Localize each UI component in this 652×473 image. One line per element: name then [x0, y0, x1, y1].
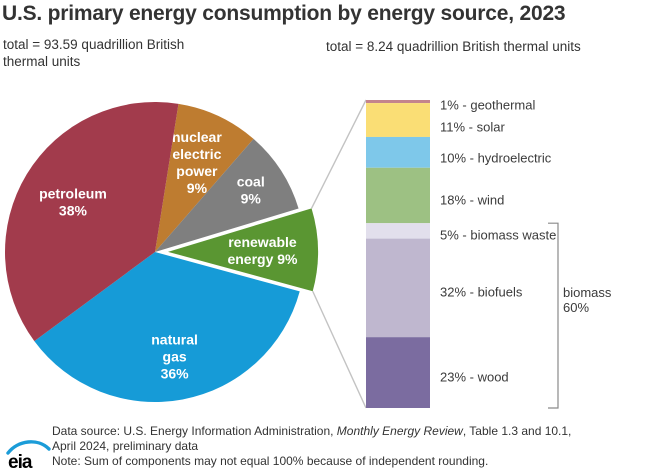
renewables-stacked-bar: 1% - geothermal 11% - solar 10% - hydroele… — [366, 98, 556, 408]
bar-segment-geothermal — [366, 100, 430, 104]
pie-total-label: total = 93.59 quadrillion British therma… — [3, 37, 185, 69]
pie-label-renewable-energy: renewable energy 9% — [227, 234, 298, 267]
page-title: U.S. primary energy consumption by energ… — [2, 2, 566, 25]
biomass-bracket — [548, 222, 559, 409]
bar-segment-biofuels — [366, 238, 430, 338]
bar-segment-wind — [366, 167, 430, 224]
pie-slice-coal — [155, 138, 299, 252]
bar-segment-hydroelectric — [366, 136, 430, 168]
pie-chart: nuclear electric power 9% coal 9% renewable ene… — [4, 102, 318, 403]
bar-segment-wood — [366, 337, 430, 408]
pie-label-nuclear-electric-power: nuclear electric power 9% — [172, 129, 222, 196]
eia-logo: eia — [6, 440, 51, 472]
data-source-line: Data source: U.S. Energy Information Adm… — [52, 424, 572, 438]
data-source-line-2: April 2024, preliminary data — [52, 439, 199, 453]
footer-notes: Data source: U.S. Energy Information Adm… — [52, 424, 648, 469]
pie-slice-petroleum — [4, 102, 179, 342]
eia-logo-text: eia — [8, 452, 33, 472]
bar-label-hydroelectric: 10% - hydroelectric — [440, 151, 552, 166]
bar-label-solar: 11% - solar — [440, 120, 505, 135]
pie-slice-nuclear-electric-power — [155, 103, 254, 253]
bar-label-biofuels: 32% - biofuels — [440, 285, 523, 300]
pie-slice-natural-gas — [34, 252, 300, 403]
rounding-note-line: Note: Sum of components may not equal 10… — [52, 454, 489, 468]
pie-label-natural-gas: natural gas 36% — [151, 332, 198, 382]
bar-segment-solar — [366, 103, 430, 137]
eia-logo-swoosh-icon — [6, 440, 51, 455]
bar-label-biomass-waste: 5% - biomass waste — [440, 228, 556, 243]
fan-line-top — [310, 99, 367, 209]
pie-slice-renewable-energy — [167, 208, 318, 292]
bar-label-wind: 18% - wind — [440, 193, 504, 208]
pie-label-petroleum: petroleum 38% — [39, 186, 107, 219]
bar-label-wood: 23% - wood — [440, 370, 509, 385]
bar-segment-biomass-waste — [366, 223, 430, 239]
bar-total-label: total = 8.24 quadrillion British thermal… — [326, 39, 581, 54]
fan-line-bottom — [312, 290, 367, 409]
pie-label-coal: coal 9% — [237, 174, 265, 207]
biomass-bracket-label: biomass 60% — [563, 285, 612, 315]
bar-label-geothermal: 1% - geothermal — [440, 98, 535, 113]
